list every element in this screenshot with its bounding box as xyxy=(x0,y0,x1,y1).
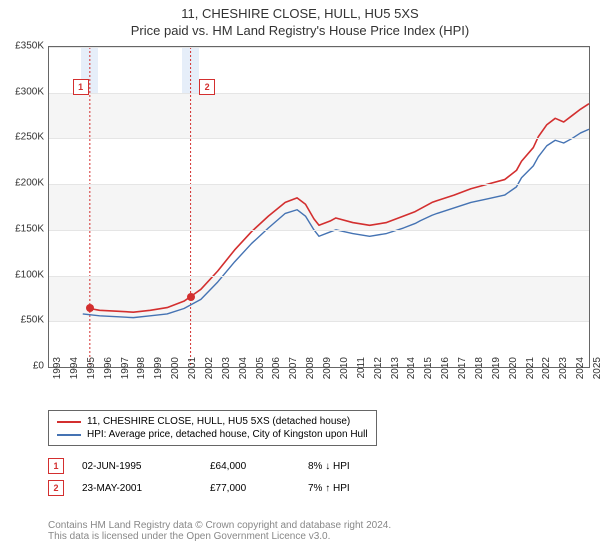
x-tick-label: 2020 xyxy=(508,357,519,387)
x-tick-label: 2007 xyxy=(288,357,299,387)
y-tick-label: £200K xyxy=(4,178,44,189)
y-gridline xyxy=(49,47,589,48)
x-tick-label: 2023 xyxy=(558,357,569,387)
y-gridline xyxy=(49,138,589,139)
sale-row: 2 23-MAY-2001 £77,000 7% ↑ HPI xyxy=(48,477,350,499)
plot-area: 12 xyxy=(48,46,590,368)
y-tick-label: £100K xyxy=(4,269,44,280)
legend-label: 11, CHESHIRE CLOSE, HULL, HU5 5XS (detac… xyxy=(87,416,350,427)
x-tick-label: 2011 xyxy=(356,357,367,387)
x-tick-label: 1996 xyxy=(103,357,114,387)
x-tick-label: 1993 xyxy=(52,357,63,387)
x-tick-label: 1998 xyxy=(136,357,147,387)
sale-row-badge: 2 xyxy=(48,480,64,496)
sale-row-price: £64,000 xyxy=(210,461,290,472)
y-tick-label: £350K xyxy=(4,41,44,52)
x-tick-label: 2000 xyxy=(170,357,181,387)
legend-item: HPI: Average price, detached house, City… xyxy=(57,428,368,441)
x-tick-label: 2013 xyxy=(390,357,401,387)
sales-table: 1 02-JUN-1995 £64,000 8% ↓ HPI 2 23-MAY-2001 £… xyxy=(48,455,350,499)
x-tick-label: 2006 xyxy=(271,357,282,387)
sale-marker-badge: 1 xyxy=(73,79,89,95)
legend-item: 11, CHESHIRE CLOSE, HULL, HU5 5XS (detac… xyxy=(57,415,368,428)
x-tick-label: 2002 xyxy=(204,357,215,387)
y-tick-label: £0 xyxy=(4,361,44,372)
x-tick-label: 2025 xyxy=(592,357,600,387)
sale-row-date: 23-MAY-2001 xyxy=(82,483,192,494)
x-tick-label: 2008 xyxy=(305,357,316,387)
footer-attribution: Contains HM Land Registry data © Crown c… xyxy=(48,520,391,542)
legend-label: HPI: Average price, detached house, City… xyxy=(87,429,368,440)
x-tick-label: 2010 xyxy=(339,357,350,387)
y-gridline xyxy=(49,230,589,231)
y-tick-label: £300K xyxy=(4,86,44,97)
chart-container: 11, CHESHIRE CLOSE, HULL, HU5 5XS Price … xyxy=(0,0,600,560)
sale-marker-badge: 2 xyxy=(199,79,215,95)
y-tick-label: £150K xyxy=(4,223,44,234)
x-tick-label: 2009 xyxy=(322,357,333,387)
x-tick-label: 1997 xyxy=(120,357,131,387)
sale-row-price: £77,000 xyxy=(210,483,290,494)
x-tick-label: 2004 xyxy=(238,357,249,387)
sale-row-date: 02-JUN-1995 xyxy=(82,461,192,472)
footer-line1: Contains HM Land Registry data © Crown c… xyxy=(48,520,391,531)
x-tick-label: 1995 xyxy=(86,357,97,387)
x-tick-label: 2021 xyxy=(525,357,536,387)
sale-row-badge: 1 xyxy=(48,458,64,474)
series-line-hpi xyxy=(83,129,589,317)
series-line-price_paid xyxy=(90,104,589,312)
chart-title-address: 11, CHESHIRE CLOSE, HULL, HU5 5XS xyxy=(0,0,600,21)
footer-line2: This data is licensed under the Open Gov… xyxy=(48,531,391,542)
x-tick-label: 2001 xyxy=(187,357,198,387)
sale-point xyxy=(86,304,94,312)
y-tick-label: £50K xyxy=(4,315,44,326)
sale-row: 1 02-JUN-1995 £64,000 8% ↓ HPI xyxy=(48,455,350,477)
x-tick-label: 2016 xyxy=(440,357,451,387)
x-tick-label: 1999 xyxy=(153,357,164,387)
x-tick-label: 2017 xyxy=(457,357,468,387)
x-tick-label: 2019 xyxy=(491,357,502,387)
x-tick-label: 2024 xyxy=(575,357,586,387)
x-tick-label: 2015 xyxy=(423,357,434,387)
y-gridline xyxy=(49,93,589,94)
x-tick-label: 2014 xyxy=(406,357,417,387)
y-gridline xyxy=(49,276,589,277)
x-tick-label: 2012 xyxy=(373,357,384,387)
sale-point xyxy=(187,293,195,301)
sale-row-delta: 8% ↓ HPI xyxy=(308,461,350,472)
chart-lines-svg xyxy=(49,47,589,367)
legend-swatch xyxy=(57,434,81,436)
x-tick-label: 2005 xyxy=(255,357,266,387)
y-tick-label: £250K xyxy=(4,132,44,143)
x-tick-label: 2003 xyxy=(221,357,232,387)
y-gridline xyxy=(49,321,589,322)
legend: 11, CHESHIRE CLOSE, HULL, HU5 5XS (detac… xyxy=(48,410,377,446)
x-tick-label: 2018 xyxy=(474,357,485,387)
x-tick-label: 1994 xyxy=(69,357,80,387)
sale-row-delta: 7% ↑ HPI xyxy=(308,483,350,494)
legend-swatch xyxy=(57,421,81,423)
chart-title-subtitle: Price paid vs. HM Land Registry's House … xyxy=(0,21,600,38)
y-gridline xyxy=(49,184,589,185)
x-tick-label: 2022 xyxy=(541,357,552,387)
